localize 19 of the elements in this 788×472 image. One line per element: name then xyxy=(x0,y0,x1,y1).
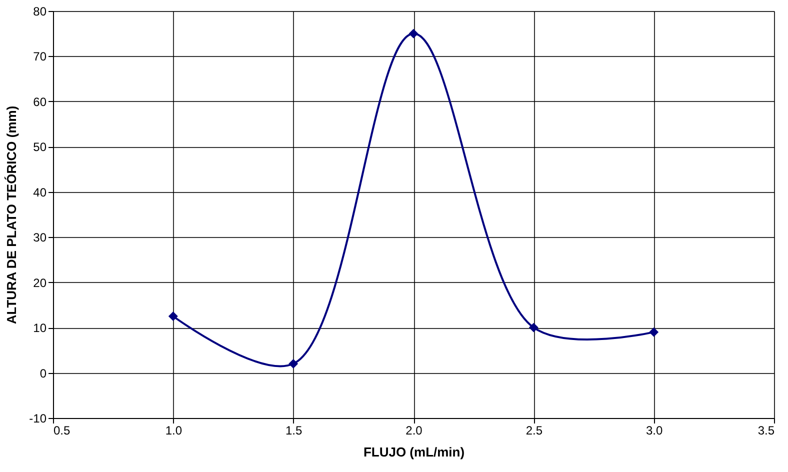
x-tick-label: 2.0 xyxy=(406,424,423,438)
x-tick-label: 1.0 xyxy=(165,424,182,438)
x-tick-label: 0.5 xyxy=(54,424,71,438)
y-tick-label: 40 xyxy=(33,185,47,200)
x-tick-label: 2.5 xyxy=(526,424,543,438)
y-tick-label: 10 xyxy=(33,321,47,336)
x-axis-title: FLUJO (mL/min) xyxy=(363,444,465,460)
y-tick-label: 70 xyxy=(33,50,47,64)
y-tick-label: 30 xyxy=(33,230,47,245)
y-tick-label: 80 xyxy=(33,4,47,18)
y-tick-label: 20 xyxy=(33,276,47,290)
x-tick-label: 3.5 xyxy=(758,424,775,438)
y-axis-title: ALTURA DE PLATO TEÓRICO (mm) xyxy=(4,106,20,324)
y-tick-label: 60 xyxy=(33,94,47,109)
x-tick-label: 3.0 xyxy=(646,424,663,438)
x-tick-label: 1.5 xyxy=(285,424,302,438)
y-tick-label: 0 xyxy=(40,366,47,380)
y-tick-label: 50 xyxy=(33,140,47,154)
y-tick-label: -10 xyxy=(29,412,47,426)
